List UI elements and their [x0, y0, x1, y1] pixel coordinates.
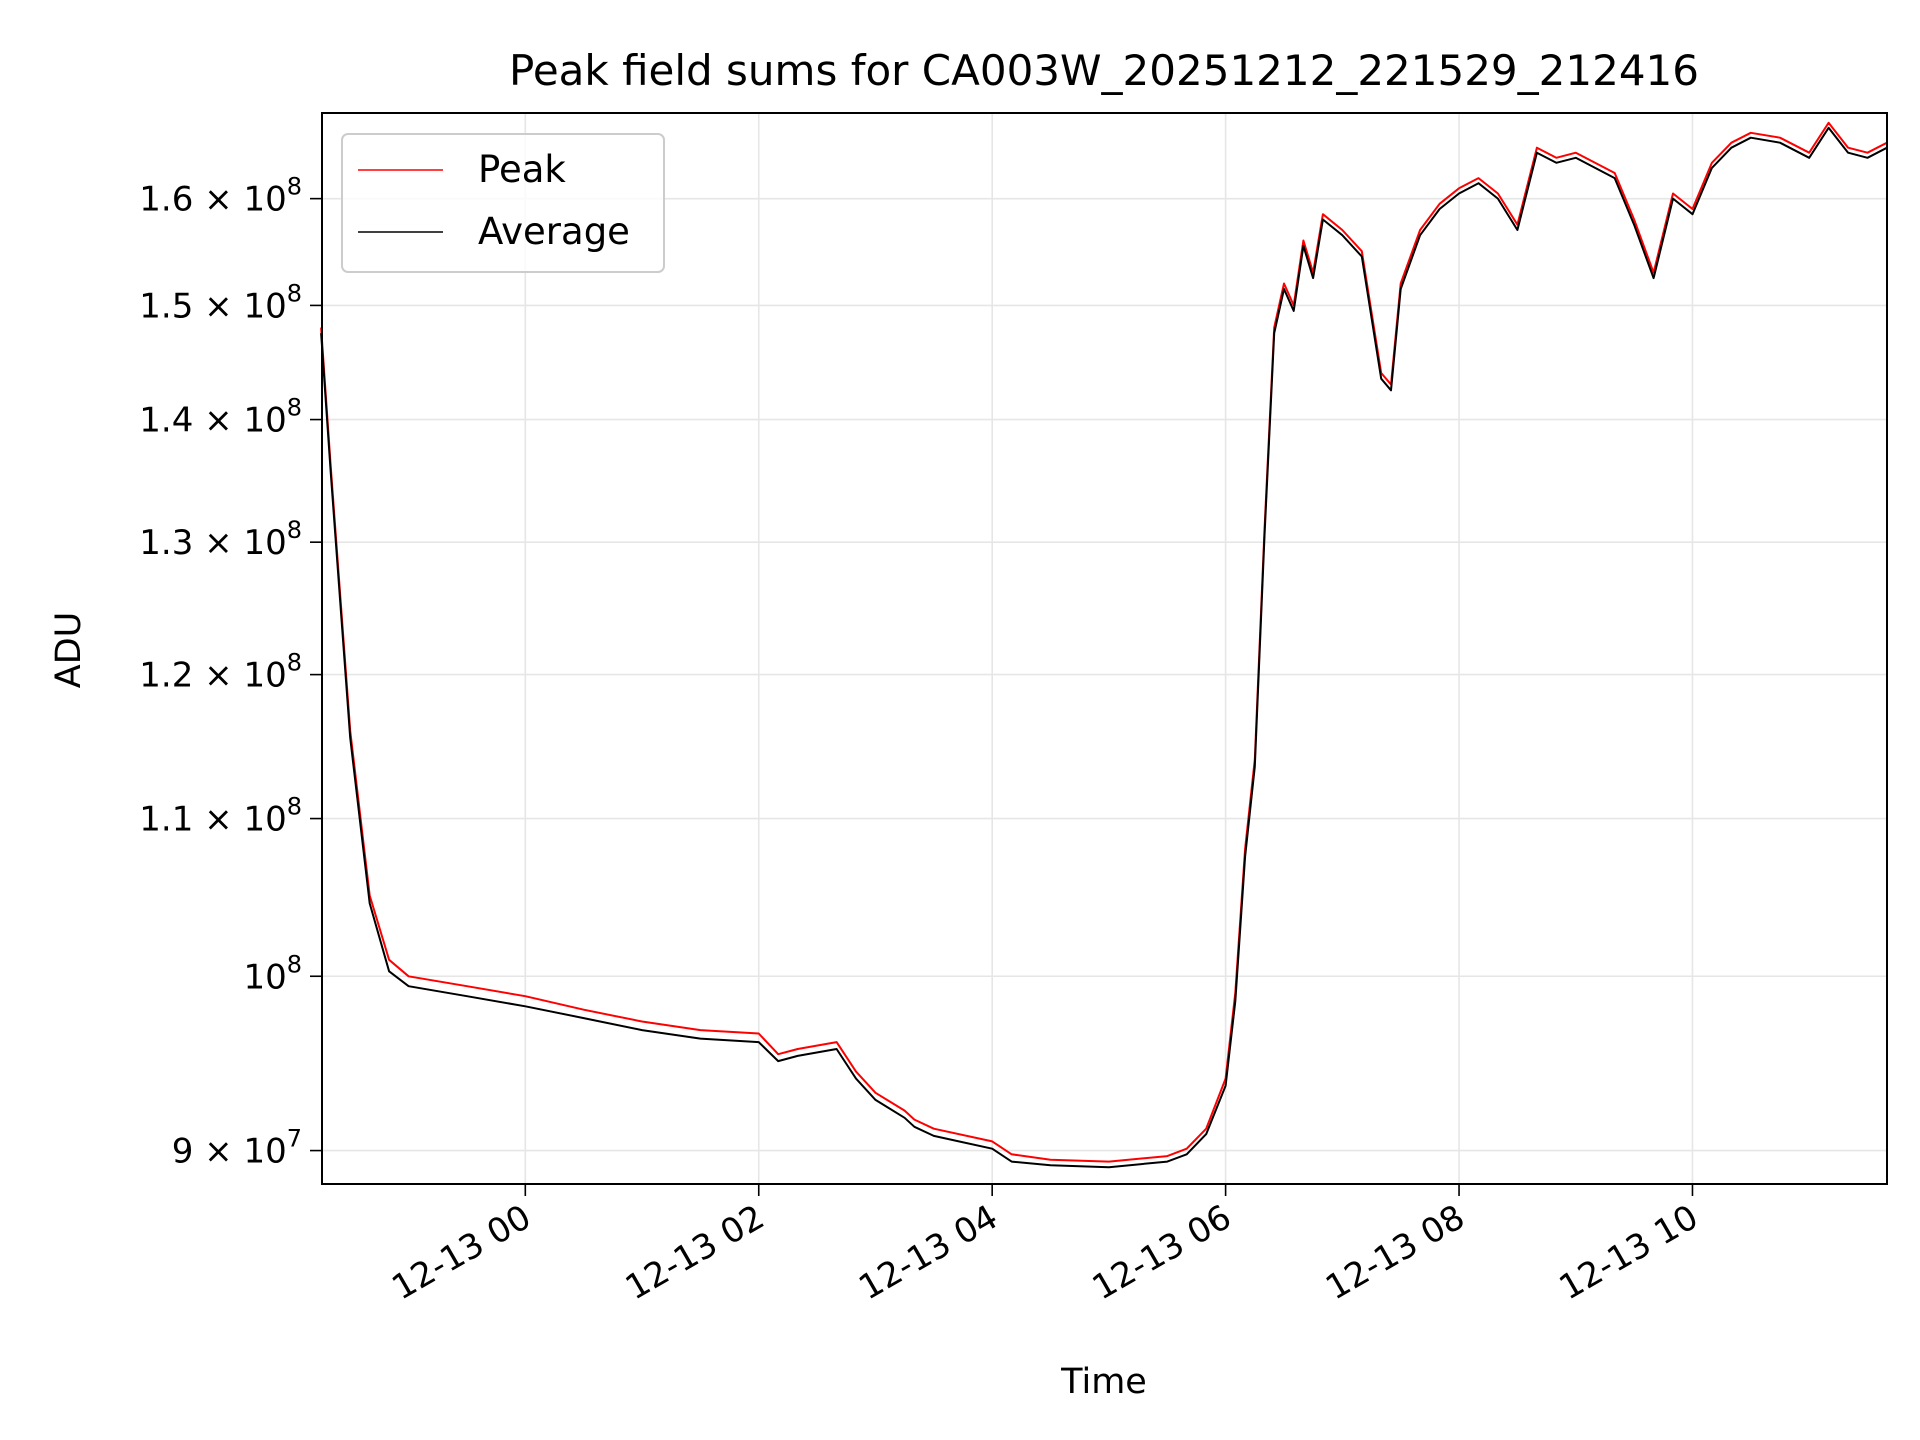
- y-tick-mantissa: 1.5: [139, 286, 193, 326]
- x-tick-label: 12-13 04: [852, 1197, 1004, 1308]
- y-tick-label: 1.5 × 108: [139, 279, 302, 326]
- x-tick-label: 12-13 10: [1553, 1197, 1705, 1308]
- y-tick-label: 9 × 107: [172, 1125, 302, 1172]
- y-tick-exponent: 8: [287, 649, 302, 677]
- tick-base: 10: [243, 656, 286, 696]
- times-sign: ×: [193, 656, 243, 696]
- y-tick-label: 108: [243, 950, 302, 997]
- y-gridlines: [322, 197, 1887, 1152]
- y-tick-mantissa: 1.6: [139, 180, 193, 220]
- times-sign: ×: [193, 800, 243, 840]
- y-tick-mantissa: 1.3: [139, 523, 193, 563]
- x-axis-ticks: 12-13 00 12-13 02 12-13 04 12-13 06 12-13 08…: [385, 1184, 1705, 1308]
- x-axis-label: Time: [1060, 1362, 1147, 1402]
- y-tick-mantissa: 1.2: [139, 656, 193, 696]
- tick-base: 10: [243, 523, 286, 563]
- times-sign: ×: [193, 180, 243, 220]
- x-tick-label: 12-13 08: [1319, 1197, 1471, 1308]
- legend-label-peak: Peak: [478, 148, 566, 191]
- x-tick-label: 12-13 00: [385, 1197, 537, 1308]
- y-axis-label: ADU: [49, 612, 89, 689]
- y-tick-mantissa: 9: [172, 1132, 194, 1172]
- series-line-average: [320, 126, 1888, 1169]
- tick-base: 10: [243, 180, 286, 220]
- chart-title: Peak field sums for CA003W_20251212_2215…: [509, 46, 1699, 95]
- y-tick-label: 1.2 × 108: [139, 649, 302, 696]
- tick-base: 10: [243, 957, 286, 997]
- y-tick-label: 1.4 × 108: [139, 394, 302, 441]
- legend-label-average: Average: [478, 210, 630, 253]
- y-tick-exponent: 8: [287, 394, 302, 422]
- tick-base: 10: [243, 401, 286, 441]
- y-tick-exponent: 8: [287, 279, 302, 307]
- times-sign: ×: [193, 1132, 243, 1172]
- times-sign: ×: [193, 523, 243, 563]
- y-tick-mantissa: 1.4: [139, 401, 193, 441]
- times-sign: ×: [193, 286, 243, 326]
- y-tick-label: 1.3 × 108: [139, 516, 302, 563]
- x-tick-label: 12-13 06: [1086, 1197, 1238, 1308]
- x-gridlines: [524, 113, 1694, 1184]
- series-layer: [320, 121, 1888, 1169]
- y-tick-label: 1.1 × 108: [139, 793, 302, 840]
- y-tick-exponent: 8: [287, 950, 302, 978]
- plot-frame: [321, 112, 1888, 1185]
- y-tick-exponent: 8: [287, 173, 302, 201]
- y-tick-mantissa: 1.1: [139, 800, 193, 840]
- series-line-peak: [320, 121, 1888, 1163]
- y-tick-exponent: 8: [287, 793, 302, 821]
- tick-base: 10: [243, 286, 286, 326]
- y-tick-exponent: 8: [287, 516, 302, 544]
- y-tick-label: 1.6 × 108: [139, 173, 302, 220]
- tick-base: 10: [243, 800, 286, 840]
- tick-base: 10: [243, 1132, 286, 1172]
- legend: Peak Average: [341, 133, 665, 273]
- legend-frame: [341, 133, 665, 273]
- times-sign: ×: [193, 401, 243, 441]
- x-tick-label: 12-13 02: [619, 1197, 771, 1308]
- y-tick-exponent: 7: [287, 1125, 302, 1153]
